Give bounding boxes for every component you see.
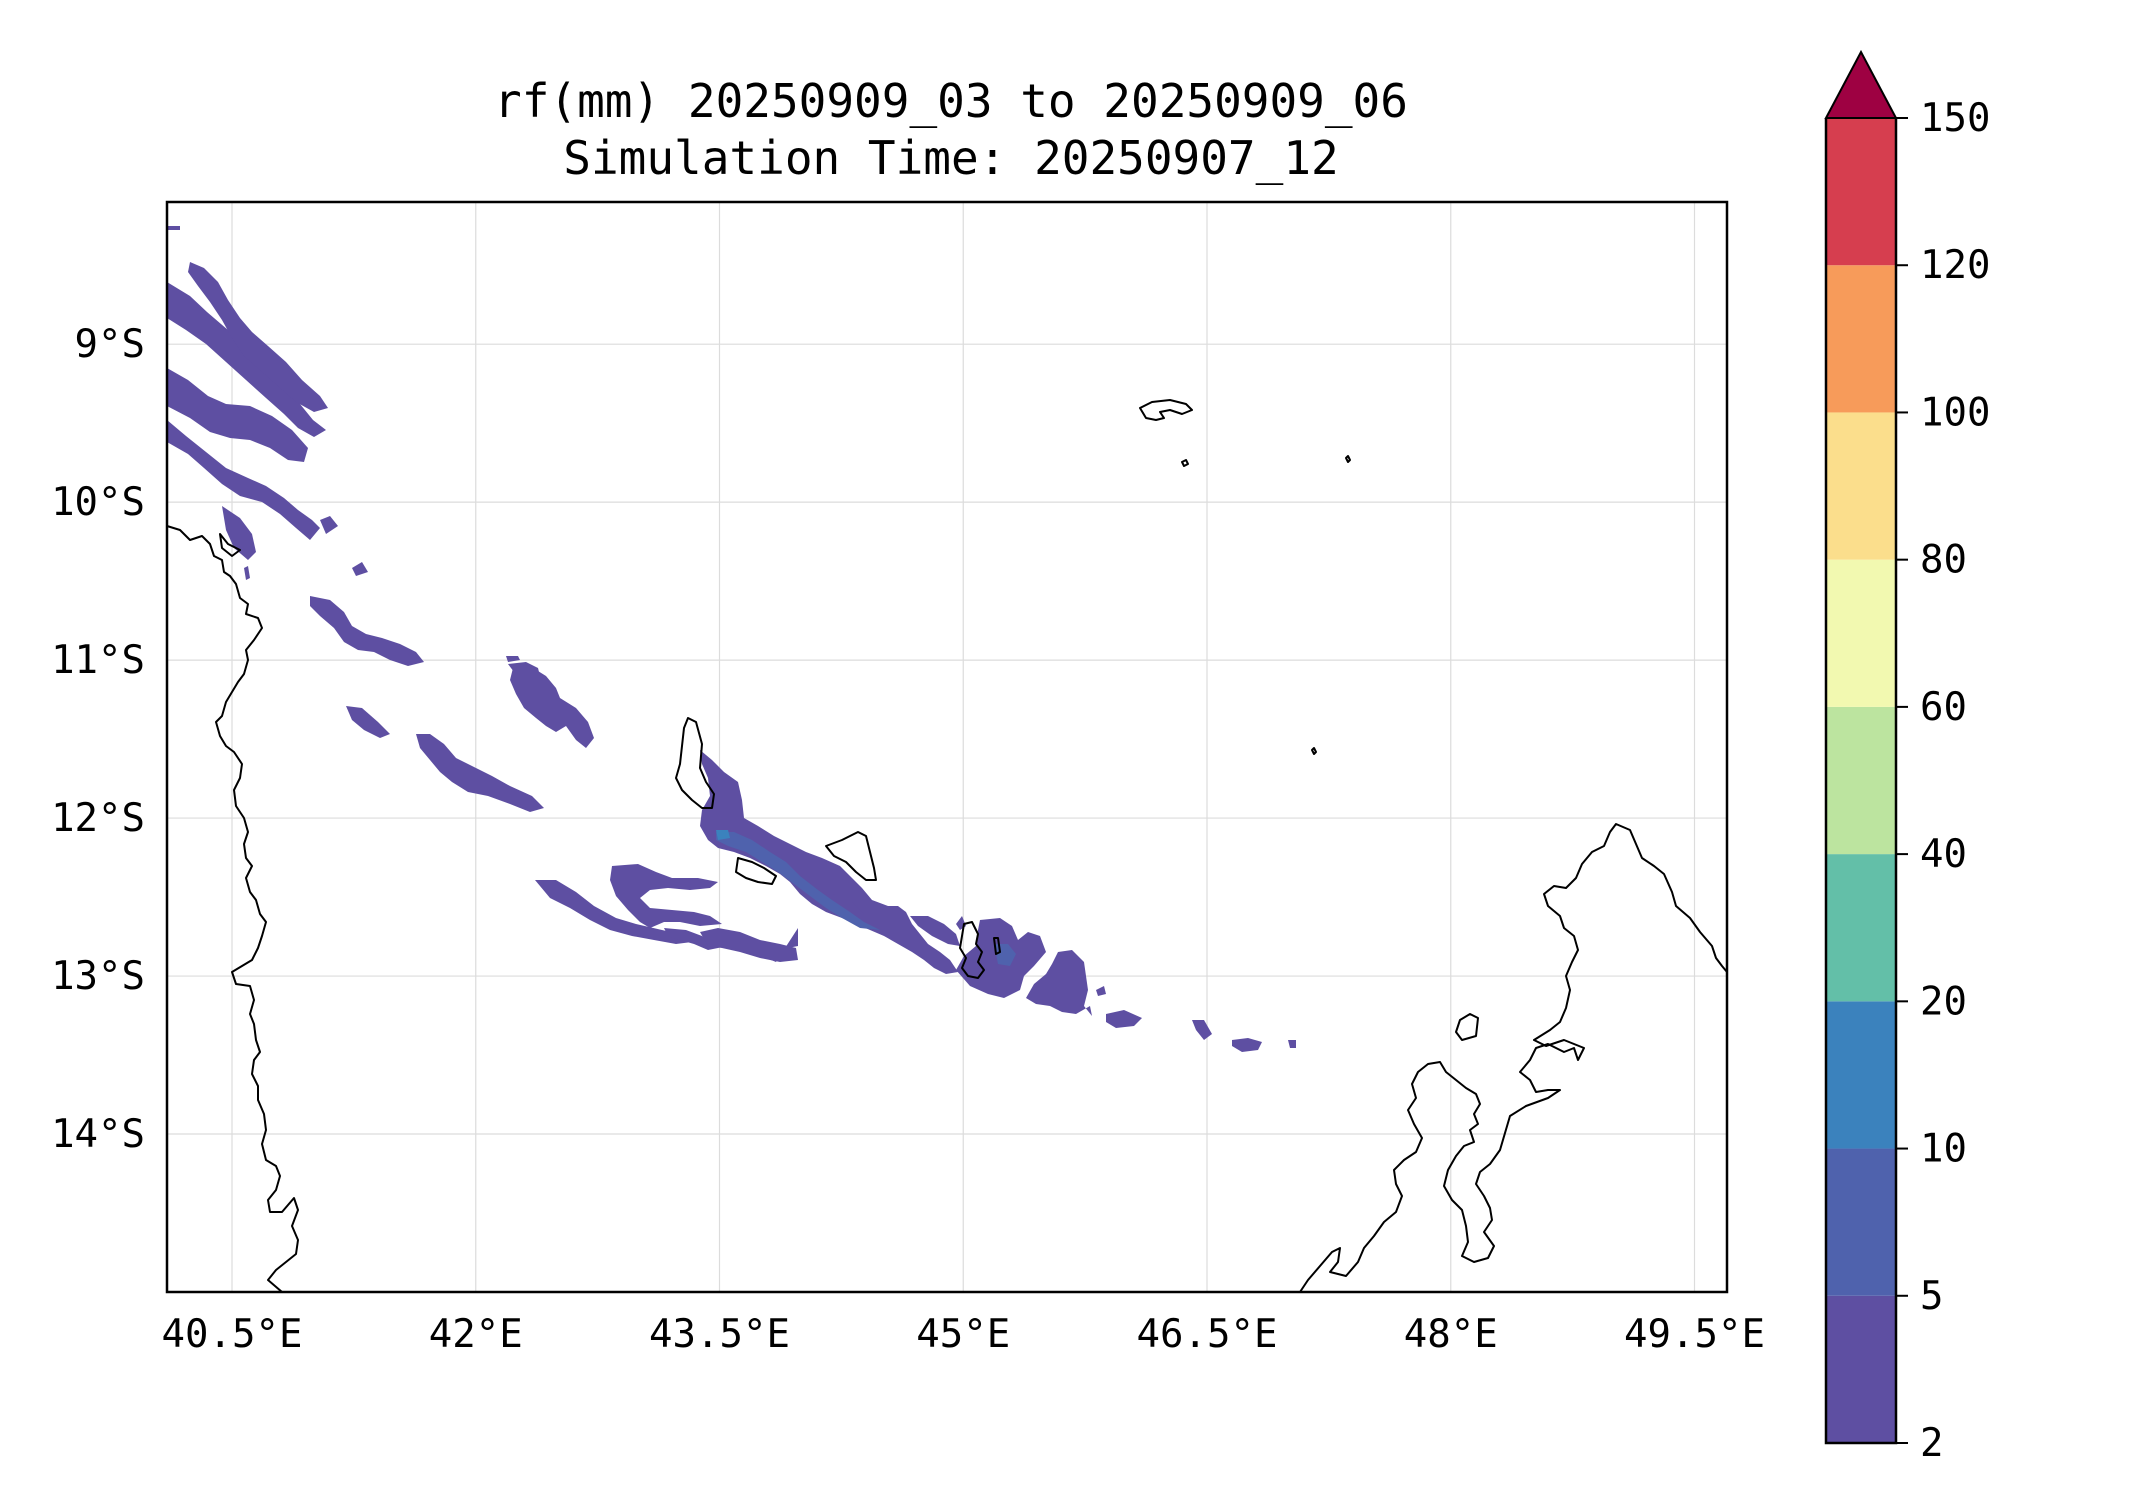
coastline-mafia-island bbox=[219, 533, 241, 557]
lon-tick-label-4: 46.5°E bbox=[1137, 1312, 1278, 1357]
lon-tick-label-3: 45°E bbox=[916, 1312, 1010, 1357]
coastline-madagascar bbox=[1299, 823, 1728, 1293]
lon-tick-label-2: 43.5°E bbox=[649, 1312, 790, 1357]
rain-cell-nw-small-1 bbox=[320, 516, 338, 534]
colorbar: 2 5 10 20 40 60 80 100 120 150 bbox=[1824, 49, 1990, 1466]
colorbar-label-4: 40 bbox=[1920, 832, 1967, 877]
rain-cell-east-6 bbox=[1232, 1038, 1262, 1052]
rain-cell-east-5 bbox=[1192, 1020, 1212, 1040]
map-frame bbox=[165, 200, 1729, 1294]
lat-tick-label-0: 9°S bbox=[75, 322, 145, 367]
colorbar-label-9: 150 bbox=[1920, 96, 1990, 141]
rain-class-2-5mm bbox=[167, 226, 1296, 1052]
coastline-moheli bbox=[735, 857, 777, 885]
rain-cell-nw-band-3 bbox=[167, 368, 308, 462]
colorbar-segment-1 bbox=[1826, 1148, 1896, 1296]
colorbar-label-5: 60 bbox=[1920, 685, 1967, 730]
coastline-anjouan bbox=[825, 831, 877, 881]
rain-cell-east-7 bbox=[1288, 1040, 1296, 1048]
rain-class-10-20mm bbox=[716, 830, 730, 840]
colorbar-label-1: 5 bbox=[1920, 1274, 1943, 1319]
colorbar-segment-2 bbox=[1826, 1001, 1896, 1149]
lon-tick-label-6: 49.5°E bbox=[1624, 1312, 1765, 1357]
colorbar-segment-7 bbox=[1826, 265, 1896, 413]
lat-tick-label-2: 11°S bbox=[51, 638, 145, 683]
coastline-mayotte bbox=[959, 921, 985, 979]
rain-cell-east-3 bbox=[1096, 986, 1106, 996]
colorbar-label-0: 2 bbox=[1920, 1421, 1943, 1466]
colorbar-label-2: 10 bbox=[1920, 1127, 1967, 1172]
rain-cell-10-20-a bbox=[716, 830, 730, 840]
coastline-nosy-be bbox=[1455, 1013, 1479, 1041]
rain-cell-nw-band-5 bbox=[222, 506, 256, 560]
colorbar-segment-8 bbox=[1826, 118, 1896, 266]
colorbar-extend-arrow bbox=[1824, 49, 1898, 119]
rain-cell-nw-band-2 bbox=[188, 262, 328, 412]
coastlines bbox=[166, 399, 1728, 1293]
rain-cell-l bbox=[910, 916, 960, 946]
coastline-cosmoledo-islet bbox=[1345, 455, 1351, 463]
colorbar-label-3: 20 bbox=[1920, 979, 1967, 1024]
rain-cell-g bbox=[535, 880, 692, 944]
rain-cell-c bbox=[506, 656, 520, 662]
lat-tick-label-5: 14°S bbox=[51, 1112, 145, 1157]
colorbar-segment-4 bbox=[1826, 706, 1896, 855]
colorbar-segment-3 bbox=[1826, 854, 1896, 1002]
coastline-mainland-africa bbox=[166, 525, 299, 1293]
colorbar-segment-0 bbox=[1826, 1295, 1896, 1443]
map-plot-area bbox=[167, 202, 1727, 1292]
rain-cell-east-4 bbox=[1106, 1010, 1142, 1028]
colorbar-label-6: 80 bbox=[1920, 538, 1967, 583]
map-title-line-2: Simulation Time: 20250907_12 bbox=[563, 131, 1338, 185]
rain-cell-f bbox=[416, 734, 544, 812]
coastline-assumption-islet bbox=[1181, 459, 1189, 467]
rainfall-fields bbox=[167, 226, 1296, 1052]
map-gridlines bbox=[167, 202, 1727, 1292]
rain-cell-j bbox=[700, 928, 798, 962]
rain-cell-nw-small-2 bbox=[352, 562, 368, 576]
rain-cell-e bbox=[346, 706, 390, 738]
rain-cell-main-band bbox=[700, 750, 958, 974]
coastline-glorioso-islet bbox=[1311, 747, 1317, 755]
rain-cell-a bbox=[310, 596, 424, 666]
rain-cell-nw-dot-1 bbox=[167, 226, 180, 230]
rain-cell-nw-band-1 bbox=[167, 282, 326, 437]
colorbar-segment-5 bbox=[1826, 559, 1896, 707]
rain-cell-h bbox=[610, 864, 722, 928]
map-title-line-1: rf(mm) 20250909_03 to 20250909_06 bbox=[494, 74, 1408, 128]
lat-tick-label-3: 12°S bbox=[51, 796, 145, 841]
rain-cell-nw-small-3 bbox=[244, 566, 250, 580]
lat-tick-label-4: 13°S bbox=[51, 954, 145, 999]
colorbar-outline bbox=[1824, 118, 1898, 1445]
coastline-mayotte-islet bbox=[993, 937, 1001, 955]
latitude-tick-labels: 9°S 10°S 11°S 12°S 13°S 14°S bbox=[51, 322, 145, 1157]
rain-cell-nw-band-4 bbox=[167, 420, 320, 540]
lon-tick-label-0: 40.5°E bbox=[162, 1312, 303, 1357]
rain-cell-d bbox=[510, 664, 594, 748]
rain-cell-5-10-a bbox=[716, 832, 880, 930]
coastline-grande-comore bbox=[675, 717, 715, 809]
colorbar-label-8: 120 bbox=[1920, 243, 1990, 288]
lat-tick-label-1: 10°S bbox=[51, 480, 145, 525]
colorbar-segment-6 bbox=[1826, 412, 1896, 560]
coastline-aldabra bbox=[1139, 399, 1193, 421]
lon-tick-label-5: 48°E bbox=[1404, 1312, 1498, 1357]
colorbar-label-7: 100 bbox=[1920, 390, 1990, 435]
lon-tick-label-1: 42°E bbox=[429, 1312, 523, 1357]
rain-cell-east-2 bbox=[1026, 950, 1092, 1016]
longitude-tick-labels: 40.5°E 42°E 43.5°E 45°E 46.5°E 48°E 49.5°E bbox=[162, 1312, 1765, 1357]
